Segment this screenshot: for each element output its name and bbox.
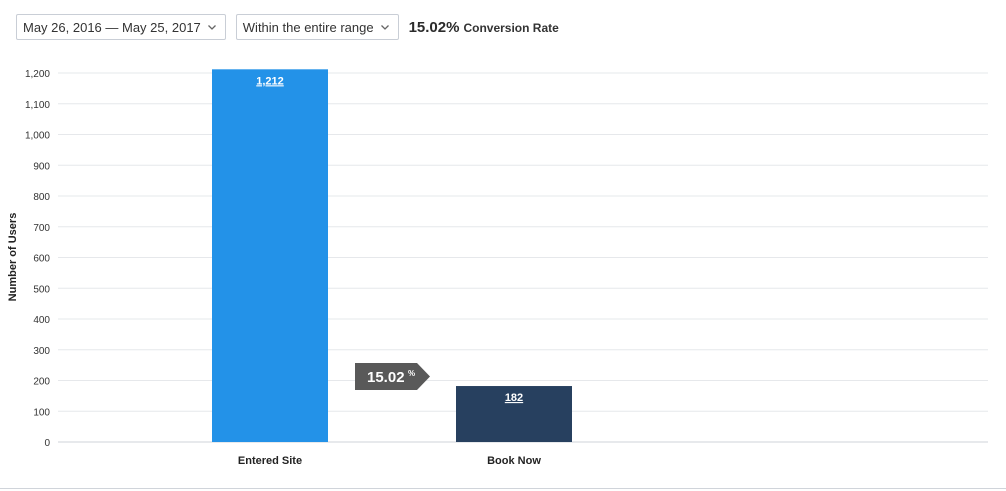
chevron-down-icon [380, 22, 390, 32]
y-tick-label: 500 [33, 284, 50, 295]
x-category-label: Entered Site [238, 455, 302, 467]
y-tick-label: 400 [33, 315, 50, 326]
step-conversion-arrow [355, 363, 430, 390]
bar-value-label[interactable]: 182 [505, 392, 523, 404]
conversion-rate-value: 15.02% [408, 18, 460, 36]
step-conversion-value: 15.02 [367, 369, 405, 386]
y-tick-label: 700 [33, 223, 50, 234]
conversion-rate-summary: 15.02% Conversion Rate [409, 19, 559, 36]
y-tick-label: 800 [33, 192, 50, 203]
range-mode-label: Within the entire range [242, 19, 374, 35]
conversion-rate-label: Conversion Rate [463, 20, 559, 35]
date-range-dropdown[interactable]: May 26, 2016 — May 25, 2017 [16, 14, 226, 40]
y-tick-label: 900 [33, 161, 50, 172]
range-mode-dropdown[interactable]: Within the entire range [235, 14, 399, 40]
divider [0, 488, 1006, 489]
y-tick-label: 100 [33, 407, 50, 418]
step-conversion-unit: % [408, 369, 415, 378]
bar-value-label[interactable]: 1,212 [256, 75, 284, 87]
y-tick-label: 600 [33, 254, 50, 265]
y-tick-label: 0 [44, 438, 50, 449]
y-axis-title: Number of Users [7, 213, 19, 302]
chevron-down-icon [207, 22, 217, 32]
bar-book-now[interactable] [456, 386, 572, 442]
y-tick-label: 1,100 [25, 100, 50, 111]
y-tick-label: 300 [33, 346, 50, 357]
x-category-label: Book Now [487, 455, 541, 467]
date-range-label: May 26, 2016 — May 25, 2017 [23, 19, 201, 35]
y-tick-label: 1,000 [25, 131, 50, 142]
bar-entered-site[interactable] [212, 69, 328, 442]
y-tick-label: 200 [33, 377, 50, 388]
y-tick-label: 1,200 [25, 69, 50, 80]
toolbar: May 26, 2016 — May 25, 2017 Within the e… [16, 13, 559, 41]
